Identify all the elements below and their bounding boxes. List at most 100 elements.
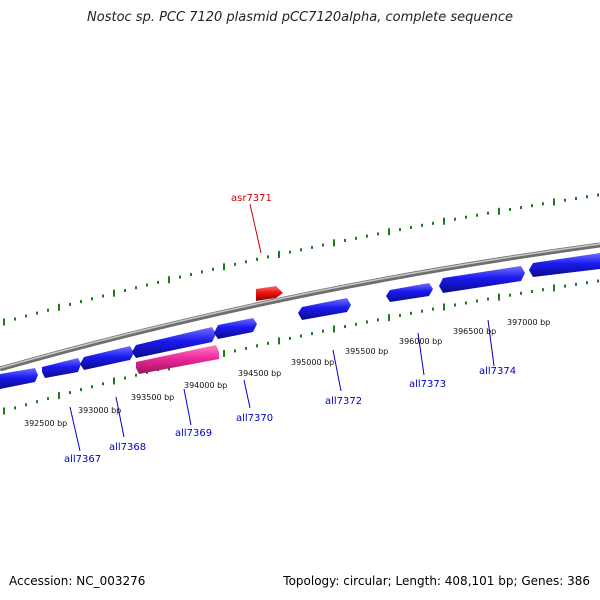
inner-tick	[25, 403, 27, 407]
gene-label-all7372[interactable]: all7372	[325, 396, 362, 407]
position-tick-label: 393500 bp	[131, 393, 174, 402]
outer-tick	[25, 314, 27, 318]
inner-tick	[509, 293, 511, 297]
outer-tick	[14, 317, 16, 321]
inner-tick	[80, 388, 82, 392]
gene-all7369-arrow[interactable]	[132, 327, 216, 358]
inner-tick	[399, 313, 401, 317]
outer-tick	[190, 273, 192, 276]
gene-asr7371-arrow[interactable]	[256, 286, 283, 301]
inner-tick	[487, 297, 489, 301]
outer-tick	[47, 308, 49, 312]
inner-tick	[355, 322, 357, 326]
inner-tick	[366, 320, 368, 324]
inner-tick	[223, 350, 225, 357]
outer-tick	[498, 207, 500, 215]
inner-tick	[311, 332, 313, 336]
outer-tick	[421, 223, 423, 227]
outer-tick	[80, 300, 82, 304]
inner-tick	[597, 279, 599, 283]
inner-tick	[102, 382, 104, 386]
gene-label-all7373[interactable]: all7373	[409, 379, 446, 390]
outer-tick	[432, 221, 434, 225]
outer-tick	[520, 206, 522, 209]
inner-tick	[47, 397, 49, 401]
outer-tick	[410, 225, 412, 229]
outer-tick	[344, 239, 346, 242]
position-tick-label: 394000 bp	[184, 381, 227, 390]
inner-tick	[124, 376, 126, 380]
gene-label-all7367[interactable]: all7367	[64, 454, 101, 465]
gene-all7373-arrow[interactable]	[386, 283, 433, 302]
plasmid-backbone	[0, 242, 600, 372]
inner-tick	[256, 344, 258, 348]
outer-tick	[542, 202, 544, 206]
gene-label-all7370[interactable]: all7370	[236, 413, 273, 424]
gene-all7367-arrow[interactable]	[0, 368, 38, 389]
inner-tick	[245, 346, 247, 350]
position-tick-label: 395500 bp	[345, 347, 388, 356]
inner-tick	[465, 301, 467, 305]
outer-tick	[366, 234, 368, 238]
outer-tick	[531, 204, 533, 208]
inner-tick	[91, 385, 93, 389]
inner-tick	[36, 400, 38, 404]
gene-all7370-arrow[interactable]	[214, 318, 257, 339]
outer-tick	[476, 213, 478, 217]
outer-tick	[487, 211, 489, 215]
position-tick-label: 397000 bp	[507, 318, 550, 327]
inner-tick	[575, 282, 577, 286]
inner-tick	[443, 303, 445, 311]
inner-tick	[135, 373, 137, 377]
gene-all7368b-arrow[interactable]	[80, 346, 134, 370]
outer-tick	[124, 289, 126, 292]
inner-tick	[531, 290, 533, 293]
outer-tick	[36, 311, 38, 315]
outer-tick	[509, 207, 511, 211]
gene-all7374-arrow[interactable]	[529, 253, 600, 277]
outer-tick	[102, 294, 104, 298]
inner-tick	[542, 288, 544, 292]
outer-tick	[311, 245, 313, 249]
outer-tick	[355, 236, 357, 240]
outer-tick	[300, 248, 302, 252]
inner-tick	[388, 314, 390, 322]
gene-label-all7374[interactable]: all7374	[479, 366, 516, 377]
outer-tick	[267, 255, 269, 259]
outer-tick	[91, 297, 93, 301]
outer-tick	[322, 243, 324, 247]
outer-tick	[553, 198, 555, 206]
outer-tick	[135, 286, 137, 290]
gene-label-all7368[interactable]: all7368	[109, 442, 146, 453]
gene-all7368-arrow[interactable]	[42, 358, 81, 378]
inner-tick	[3, 407, 5, 415]
outer-tick	[289, 250, 291, 254]
outer-tick	[454, 217, 456, 221]
gene-all7369-highlight[interactable]	[136, 345, 219, 374]
inner-tick	[322, 329, 324, 333]
gene-all7372-arrow[interactable]	[298, 298, 351, 320]
outer-tick	[212, 267, 214, 271]
outer-tick	[256, 257, 258, 261]
gene-label-asr7371[interactable]: asr7371	[231, 193, 272, 204]
inner-tick	[14, 406, 16, 410]
inner-tick	[454, 303, 456, 307]
outer-tick	[234, 262, 236, 266]
accession-text: Accession: NC_003276	[9, 574, 146, 588]
position-tick-label: 393000 bp	[78, 406, 121, 415]
gene-arrows	[0, 253, 600, 389]
inner-tick	[267, 341, 269, 345]
inner-tick	[289, 336, 291, 340]
gene-label-all7369[interactable]: all7369	[175, 428, 212, 439]
leader-lines	[69, 203, 495, 452]
outer-tick	[399, 228, 401, 232]
inner-tick	[377, 318, 379, 322]
gene-all7373b-arrow[interactable]	[439, 266, 525, 293]
outer-tick-track	[3, 193, 599, 326]
outer-tick	[443, 217, 445, 225]
inner-tick	[476, 299, 478, 303]
outer-tick	[388, 228, 390, 236]
inner-tick	[498, 293, 500, 301]
inner-tick	[553, 284, 555, 292]
